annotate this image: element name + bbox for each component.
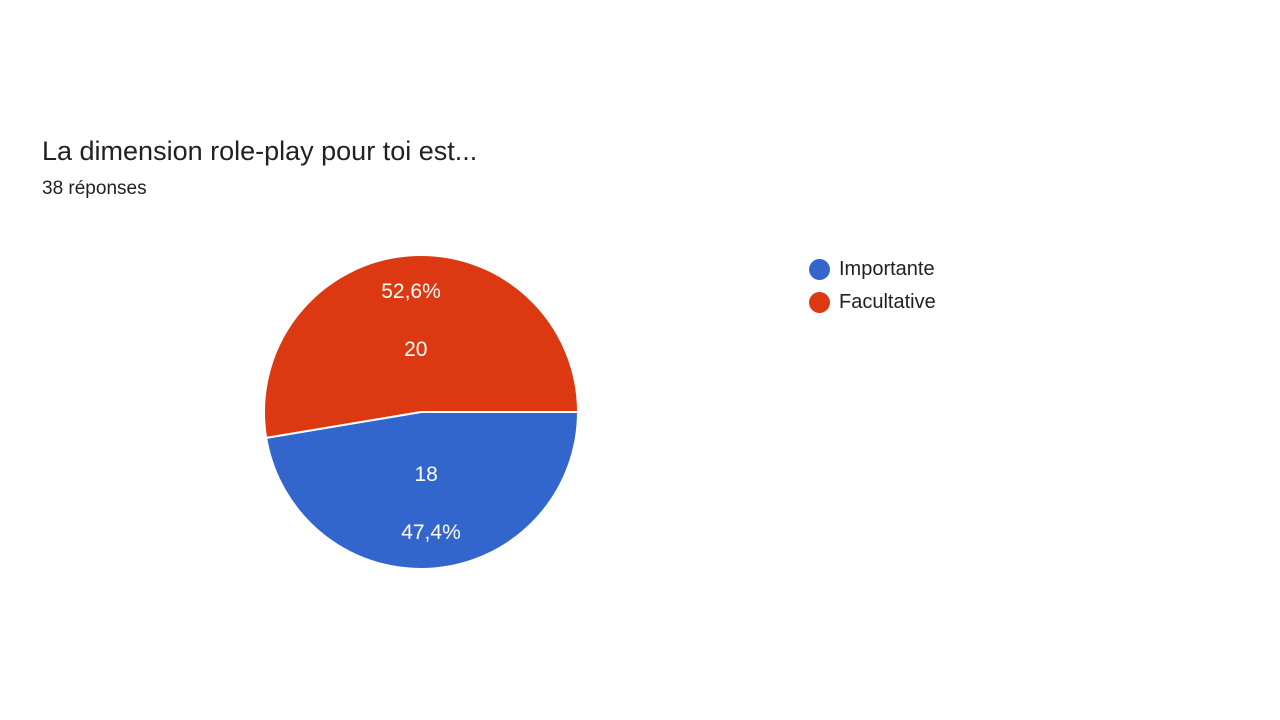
slice-percent-label: 47,4% bbox=[401, 521, 461, 544]
chart-title: La dimension role-play pour toi est... bbox=[42, 136, 478, 166]
response-count: 38 réponses bbox=[42, 178, 147, 199]
slice-value-label: 20 bbox=[404, 338, 427, 361]
pie-slice-importante[interactable] bbox=[264, 411, 580, 570]
legend-label: Importante bbox=[839, 258, 935, 280]
slice-value-label: 18 bbox=[415, 463, 438, 486]
pie-slices bbox=[263, 254, 580, 570]
legend-swatch bbox=[809, 259, 830, 280]
pie-slice-facultative[interactable] bbox=[263, 254, 580, 439]
legend-item-importante[interactable]: Importante bbox=[809, 253, 936, 286]
slice-percent-label: 52,6% bbox=[381, 280, 441, 303]
legend-label: Facultative bbox=[839, 291, 936, 313]
pie-labels: 18 47,4% 20 52,6% bbox=[381, 280, 461, 544]
chart-legend: Importante Facultative bbox=[809, 253, 936, 319]
legend-item-facultative[interactable]: Facultative bbox=[809, 286, 936, 319]
legend-swatch bbox=[809, 292, 830, 313]
